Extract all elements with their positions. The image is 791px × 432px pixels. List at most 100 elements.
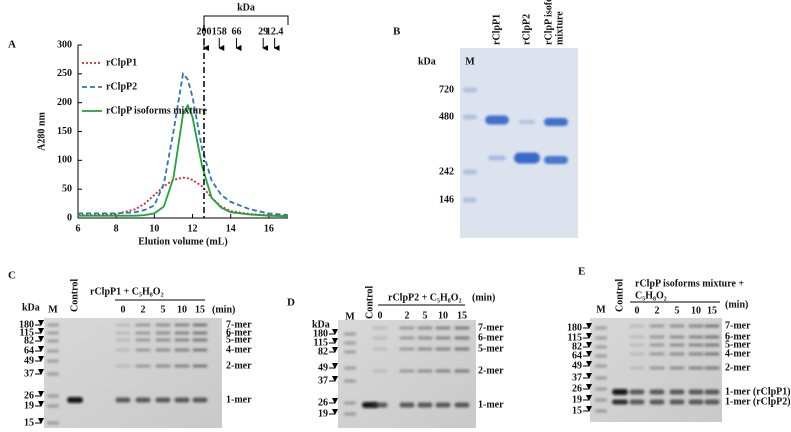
gel-band [435,369,451,373]
gel-band [372,369,388,373]
gel-band [629,366,645,370]
gel-band [435,347,451,351]
ladder-label: 37 [24,368,34,379]
gel-band [192,364,208,368]
gel-band [192,323,208,327]
gel-band [485,115,509,125]
panel-label: E [578,266,585,278]
gel-band [135,338,151,342]
gel [590,318,722,422]
treatment-label: C₅H₈O₂ [635,290,667,301]
gel-band [629,324,645,328]
y-tick-label: 200 [57,97,72,108]
gel-band [47,349,59,353]
gel-band [135,331,151,335]
gel-band [595,398,607,402]
y-tick-label: 150 [57,126,72,137]
gel-band [155,397,171,403]
time-label: 0 [378,310,383,321]
gel-band [192,331,208,335]
gel-band [669,399,685,405]
lane-label: mixture [554,11,565,45]
gel-band [399,347,415,351]
gel-band [612,389,628,395]
marker-label: 29 [258,26,268,37]
gel-band [704,366,720,370]
gel-band [519,120,535,124]
gel-band [595,326,607,330]
gel-band [629,335,645,339]
unit-label: kDa [22,302,40,313]
time-label: 15 [707,305,717,316]
time-label: 2 [655,305,660,316]
time-unit: (min) [472,292,495,303]
panel-label: B [393,26,401,38]
time-label: 10 [691,305,701,316]
gel-band [47,394,59,398]
ladder-label: 26 [572,383,582,394]
ladder-label: 115 [314,337,328,348]
ladder-label: 115 [20,327,34,338]
gel-band [47,331,59,335]
gel-band [649,335,665,339]
ladder-label: 720 [439,84,454,95]
marker-label: 12.4 [266,26,284,37]
x-tick-label: 8 [114,223,119,234]
gel-band [47,372,59,376]
gel-band [47,359,59,363]
gel-band [399,326,415,330]
time-label: 0 [121,304,126,315]
band-label: 7-mer [226,319,252,330]
treatment-label: rClpP1 + C₅H₈O₂ [90,286,164,297]
x-tick-label: 6 [76,223,81,234]
gel-band [435,326,451,330]
marker-bracket [203,15,289,25]
x-tick-label: 10 [149,223,159,234]
band-label: 5-mer [478,343,504,354]
gel-band [344,412,356,416]
ladder-label: 82 [24,335,34,346]
y-tick-label: 100 [57,155,72,166]
treatment-label: rClpP2 + C₅H₈O₂ [388,292,462,303]
gel-band [372,347,388,351]
lane-label: Control [614,279,625,312]
band-label: 2-mer [725,362,751,373]
lane-label: Control [69,279,80,312]
gel-band [595,409,607,413]
gel-band [155,348,171,352]
gel-band [417,326,433,330]
gel-band [399,336,415,340]
band-label: 5-mer [226,334,252,345]
gel-band [629,352,645,356]
lane-label: rClpP2 [521,14,532,45]
gel-band [155,338,171,342]
gel [44,318,222,428]
gel-band [454,369,470,373]
x-tick-label: 14 [226,223,236,234]
marker-label: 66 [231,26,241,37]
gel-band [115,397,131,403]
gel-band [47,404,59,408]
gel-band [115,348,131,352]
x-axis-label: Elution volume (mL) [138,236,227,247]
gel-band [669,343,685,347]
time-unit: (min) [725,299,748,310]
gel-band [155,323,171,327]
lane-label: M [596,304,606,315]
ladder-label: 180 [313,328,328,339]
gel-band [192,348,208,352]
gel-band [669,324,685,328]
lane-label: rClpP1 [491,14,502,45]
gel-band [399,402,415,408]
gel-band [47,421,59,425]
gel-band [649,389,665,395]
gel-band [688,352,704,356]
x-tick-label: 16 [264,223,274,234]
gel-band [649,324,665,328]
time-label: 0 [635,305,640,316]
gel-band [595,354,607,358]
y-tick-label: 300 [57,39,72,50]
ladder-label: 37 [572,372,582,383]
y-tick-label: 0 [67,212,72,223]
